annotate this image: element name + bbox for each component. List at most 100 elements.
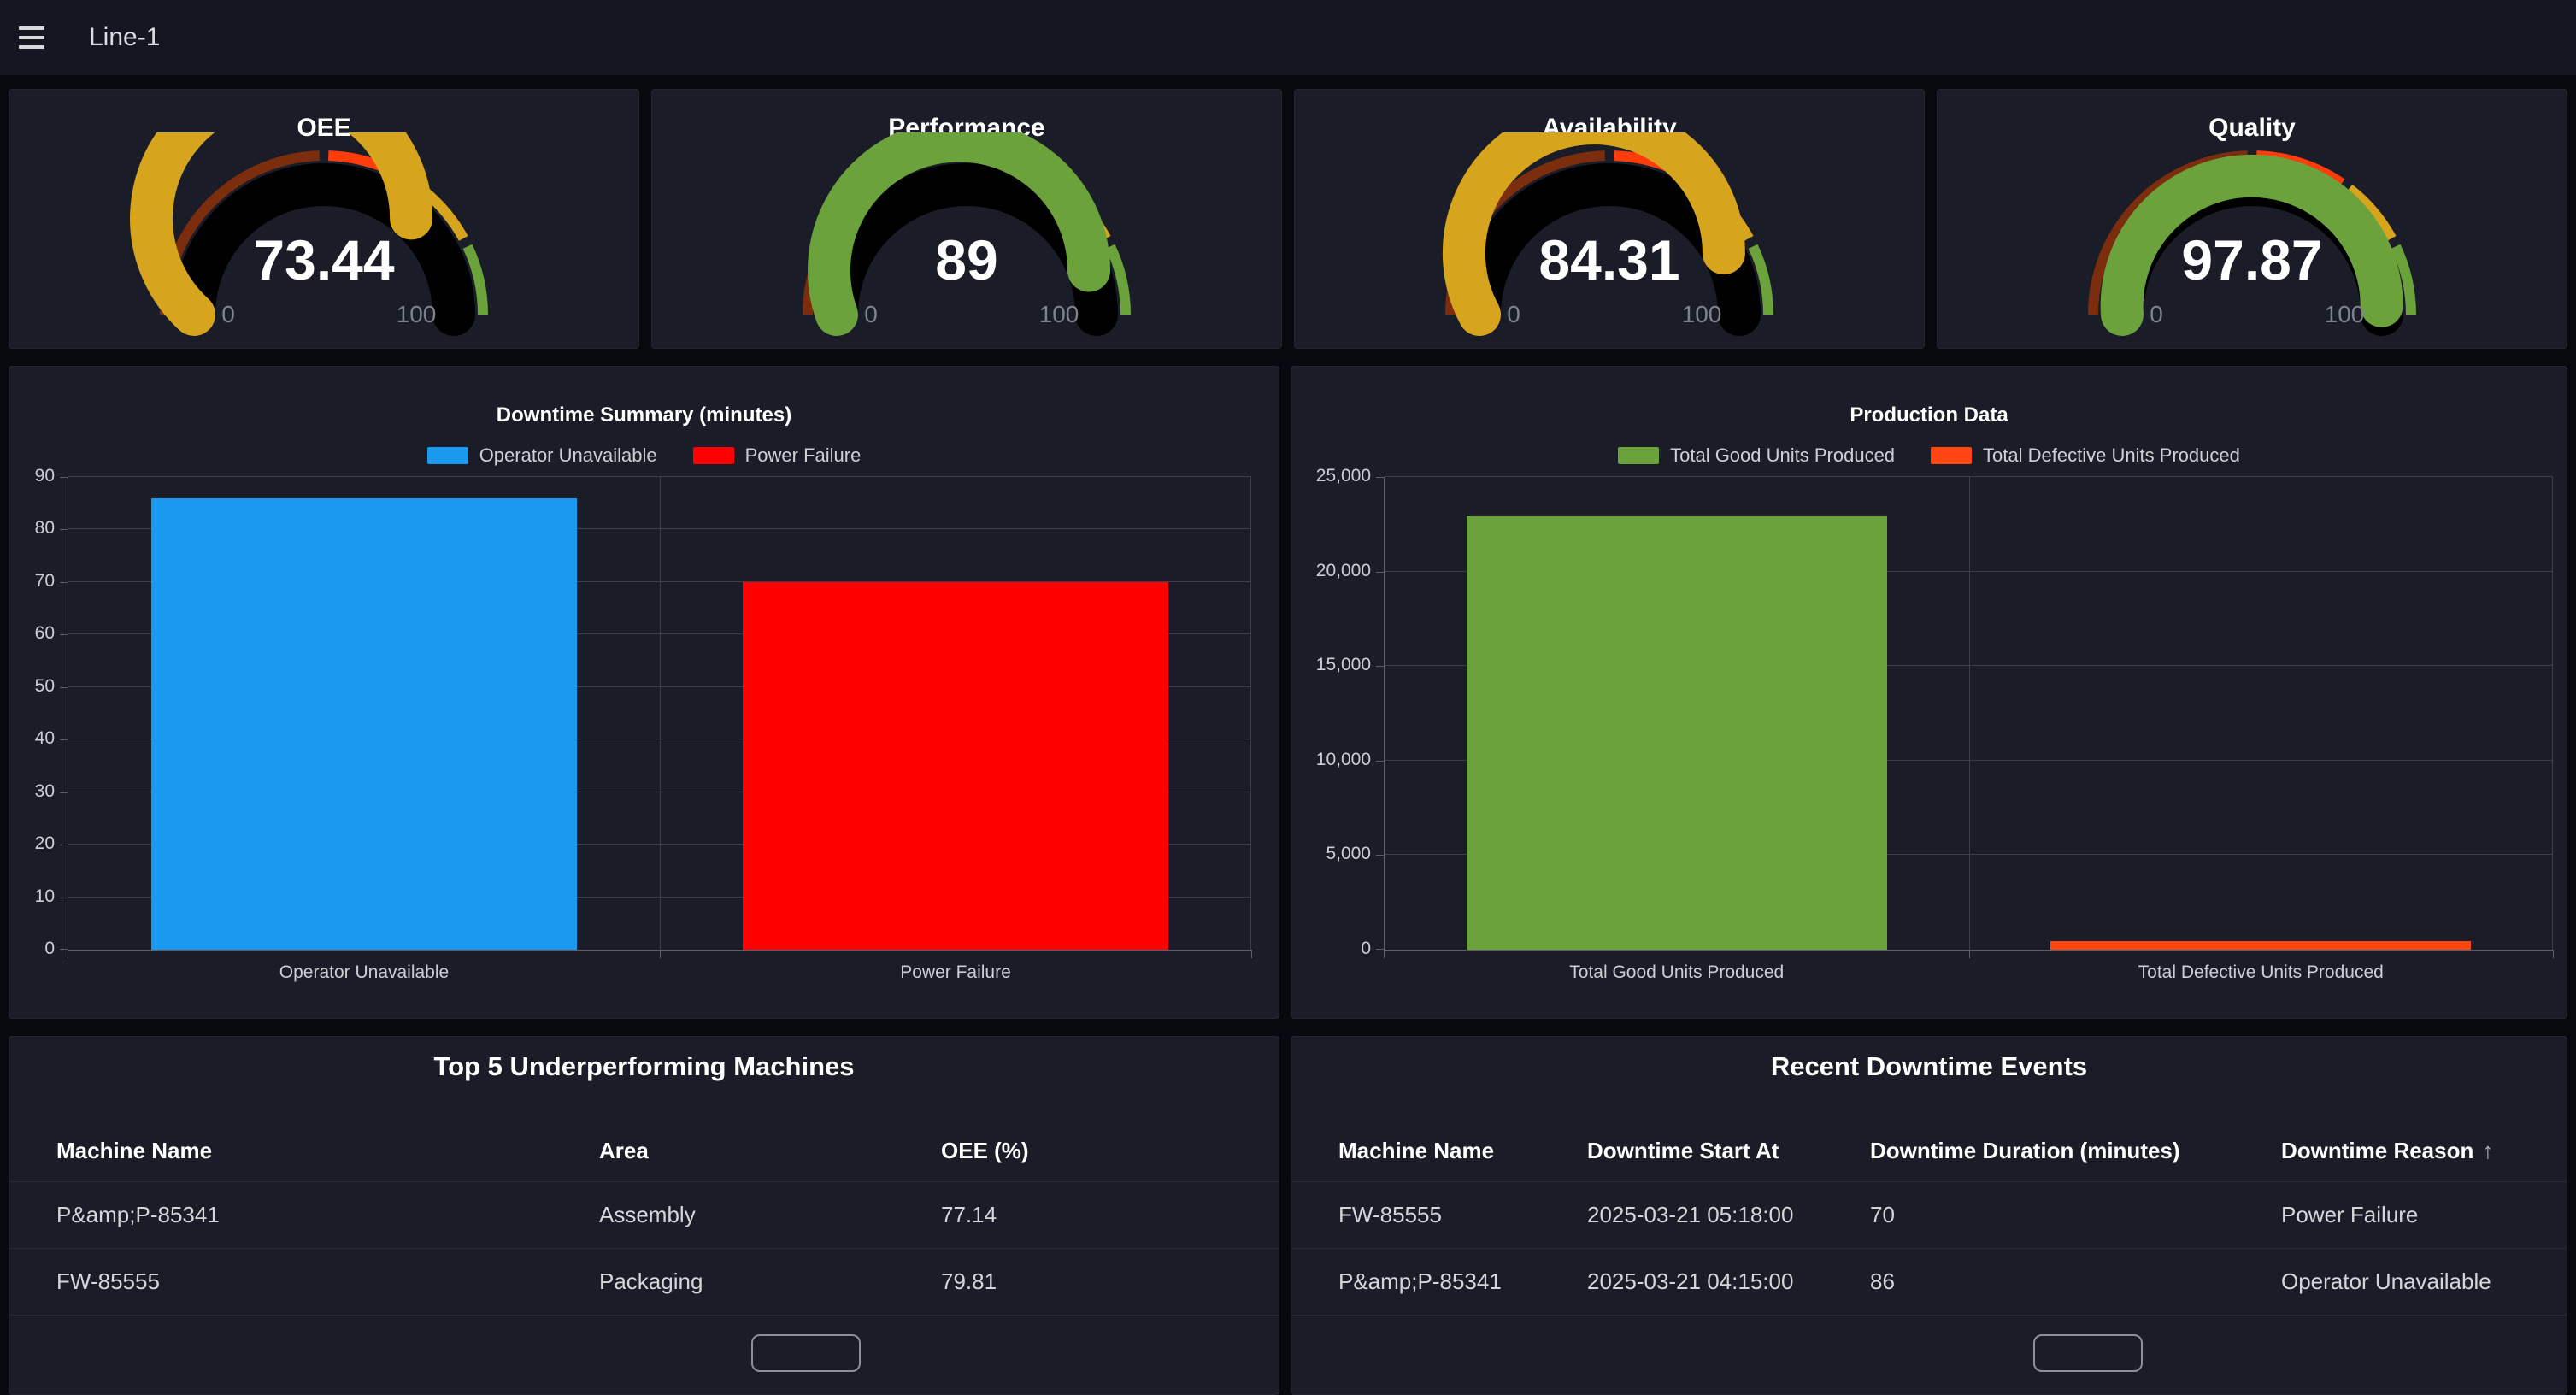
- gauge-arc: [1442, 132, 1745, 336]
- panel-production-data-chart: Production Data Total Good Units Produce…: [1291, 366, 2567, 1019]
- axis-tick: [1384, 950, 1385, 958]
- legend-item-good-units[interactable]: Total Good Units Produced: [1618, 444, 1895, 467]
- cell-machine-name: FW-85555: [1338, 1202, 1442, 1227]
- menu-icon[interactable]: [19, 26, 44, 49]
- bar-power-failure[interactable]: [742, 581, 1169, 950]
- availability-gauge: 84.31 0 100: [1442, 132, 1773, 336]
- gauge-arc: [2391, 244, 2416, 315]
- y-axis-tick-label: 0: [1361, 939, 1371, 958]
- axis-tick: [60, 739, 68, 741]
- y-axis-tick-label: 10: [34, 886, 55, 906]
- gridline-vertical: [1968, 477, 1970, 950]
- axis-tick: [60, 686, 68, 688]
- legend-swatch: [426, 447, 468, 464]
- table-row: FW-85555 2025-03-21 05:18:00 70 Power Fa…: [1291, 1182, 2567, 1249]
- column-header-downtime-duration[interactable]: Downtime Duration (minutes): [1870, 1138, 2180, 1163]
- cell-machine-name: P&amp;P-85341: [1338, 1268, 1502, 1294]
- y-axis-tick-label: 90: [34, 466, 55, 486]
- chart-title: Downtime Summary (minutes): [496, 403, 792, 427]
- table-row: P&amp;P-85341 Assembly 77.14: [9, 1182, 1279, 1249]
- gauge-text: 73.44: [253, 228, 394, 291]
- column-header-machine-name[interactable]: Machine Name: [56, 1138, 213, 1163]
- legend-label: Power Failure: [744, 444, 862, 466]
- gauge-text: 84.31: [1538, 228, 1679, 291]
- column-header-downtime-start[interactable]: Downtime Start At: [1587, 1138, 1779, 1163]
- x-axis-category-label: Operator Unavailable: [279, 962, 450, 982]
- sort-ascending-icon[interactable]: ↑: [2482, 1138, 2494, 1163]
- column-header-machine-name[interactable]: Machine Name: [1338, 1138, 1495, 1163]
- oee-gauge: 73.44 0 100: [130, 132, 488, 336]
- production-data-plot: 0 5,000 10,000 15,000 20,000 25,000 Total Good…: [1316, 466, 2554, 982]
- x-axis-category-label: Power Failure: [900, 962, 1011, 982]
- bar-total-good-units-produced[interactable]: [1466, 516, 1887, 950]
- table-pagination-button[interactable]: [2033, 1334, 2143, 1372]
- column-header-downtime-reason[interactable]: Downtime Reason ↑: [2281, 1138, 2567, 1164]
- bar-total-defective-units-produced[interactable]: [2050, 941, 2472, 950]
- y-axis-tick-label: 20: [34, 833, 55, 854]
- gauge-text: 100: [2325, 301, 2365, 327]
- y-axis-tick-label: 20,000: [1315, 560, 1371, 580]
- chart-title: Production Data: [1850, 403, 2008, 427]
- cell-oee: 77.14: [941, 1202, 997, 1227]
- cell-area: Packaging: [599, 1268, 703, 1294]
- table-header-row: Machine Name Area OEE (%): [9, 1121, 1279, 1182]
- axis-tick: [60, 477, 68, 478]
- chart-legend: Operator Unavailable Power Failure: [9, 442, 1279, 469]
- column-header-label: Downtime Reason: [2281, 1138, 2474, 1163]
- panel-performance-gauge: Performance 89 0 100: [651, 89, 1282, 349]
- performance-gauge: 89 0 100: [803, 132, 1131, 336]
- panel-oee-gauge: OEE 73.44 0 100: [9, 89, 639, 349]
- column-header-area[interactable]: Area: [599, 1138, 649, 1163]
- axis-tick: [1376, 855, 1385, 856]
- axis-tick: [60, 949, 68, 950]
- y-axis-tick-label: 80: [34, 518, 55, 539]
- legend-item-power-failure[interactable]: Power Failure: [692, 444, 862, 467]
- gauge-text: 100: [1039, 301, 1079, 327]
- cell-machine-name: P&amp;P-85341: [56, 1202, 220, 1227]
- cell-downtime-duration: 86: [1870, 1268, 1895, 1294]
- dashboard-title[interactable]: Line-1: [89, 23, 161, 51]
- cell-downtime-start: 2025-03-21 04:15:00: [1587, 1268, 1794, 1294]
- gridline: [68, 476, 1251, 477]
- quality-gauge: 97.87 0 100: [2088, 150, 2416, 336]
- app-header: Line-1: [0, 0, 2576, 75]
- cell-downtime-reason: Power Failure: [2281, 1202, 2419, 1227]
- column-header-oee[interactable]: OEE (%): [941, 1138, 1029, 1163]
- legend-item-operator-unavailable[interactable]: Operator Unavailable: [426, 444, 657, 467]
- gauge-text: 0: [1507, 301, 1520, 327]
- axis-tick: [60, 581, 68, 583]
- table-pagination-button[interactable]: [751, 1334, 861, 1372]
- legend-swatch: [692, 447, 734, 464]
- table-row: FW-85555 Packaging 79.81: [9, 1249, 1279, 1316]
- gauge-arc: [808, 132, 1111, 336]
- gauge-text: 0: [221, 301, 235, 327]
- axis-tick: [60, 792, 68, 793]
- gauge-text: 100: [1682, 301, 1722, 327]
- cell-downtime-duration: 70: [1870, 1202, 1895, 1227]
- gridline: [1385, 476, 2553, 477]
- gauge-arc: [1105, 244, 1131, 315]
- axis-tick: [1376, 949, 1385, 950]
- legend-swatch: [1931, 447, 1973, 464]
- gauge-title: OEE: [297, 114, 351, 142]
- gauge-text: 97.87: [2181, 228, 2322, 291]
- legend-item-defective-units[interactable]: Total Defective Units Produced: [1931, 444, 2240, 467]
- downtime-events-table: Machine Name Downtime Start At Downtime …: [1291, 1121, 2567, 1316]
- axis-tick: [1376, 477, 1385, 478]
- table-row: P&amp;P-85341 2025-03-21 04:15:00 86 Ope…: [1291, 1249, 2567, 1316]
- axis-tick: [1251, 950, 1252, 958]
- legend-swatch: [1618, 447, 1660, 464]
- gridline-vertical: [1250, 477, 1251, 950]
- panel-top5-underperforming-table: Top 5 Underperforming Machines Machine N…: [9, 1036, 1279, 1395]
- y-axis-tick-label: 30: [34, 780, 55, 801]
- gauge-arc: [462, 244, 488, 315]
- axis-tick: [60, 634, 68, 636]
- y-axis-tick-label: 0: [44, 939, 55, 958]
- table-header-row: Machine Name Downtime Start At Downtime …: [1291, 1121, 2567, 1182]
- bar-operator-unavailable[interactable]: [150, 497, 578, 950]
- cell-oee: 79.81: [941, 1268, 997, 1294]
- axis-tick: [60, 529, 68, 531]
- gauge-arc: [173, 163, 475, 336]
- table-title: Recent Downtime Events: [1770, 1051, 2088, 1081]
- gridline-vertical: [660, 477, 661, 950]
